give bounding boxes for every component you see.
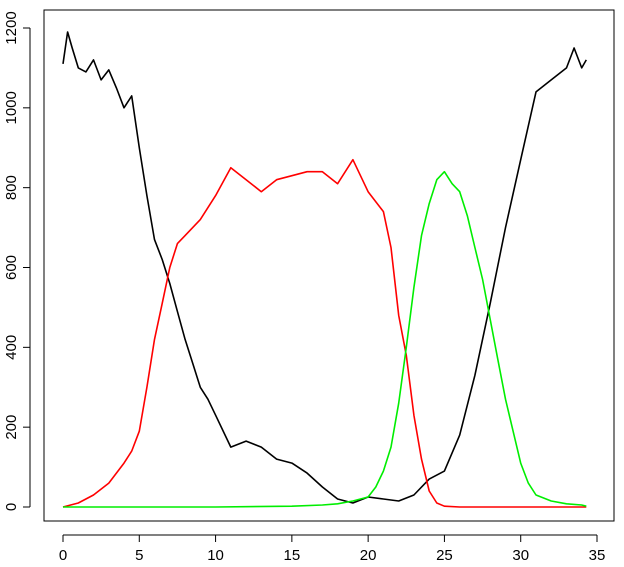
x-tick-label: 0 xyxy=(59,547,67,564)
x-tick-label: 30 xyxy=(512,547,529,564)
plot-frame xyxy=(43,9,615,522)
y-tick-label: 600 xyxy=(3,255,20,280)
x-tick-label: 25 xyxy=(436,547,453,564)
y-tick-label: 0 xyxy=(3,503,20,511)
y-tick-label: 400 xyxy=(3,335,20,360)
x-tick-label: 10 xyxy=(207,547,224,564)
series-line-2 xyxy=(62,158,587,508)
y-axis: 0 200 400 600 800 1000 1200 xyxy=(3,11,31,511)
x-tick-label: 15 xyxy=(284,547,301,564)
series-group xyxy=(62,31,587,508)
series-line-1 xyxy=(62,31,587,504)
y-tick-label: 200 xyxy=(3,415,20,440)
series-line-3 xyxy=(63,170,587,508)
x-axis: 0 5 10 15 20 25 30 35 xyxy=(59,534,606,564)
x-tick-label: 20 xyxy=(360,547,377,564)
x-tick-label: 5 xyxy=(135,547,143,564)
y-tick-label: 800 xyxy=(3,175,20,200)
y-tick-label: 1200 xyxy=(3,11,20,44)
y-tick-label: 1000 xyxy=(3,91,20,124)
x-tick-label: 35 xyxy=(589,547,606,564)
plot-area xyxy=(43,9,615,522)
